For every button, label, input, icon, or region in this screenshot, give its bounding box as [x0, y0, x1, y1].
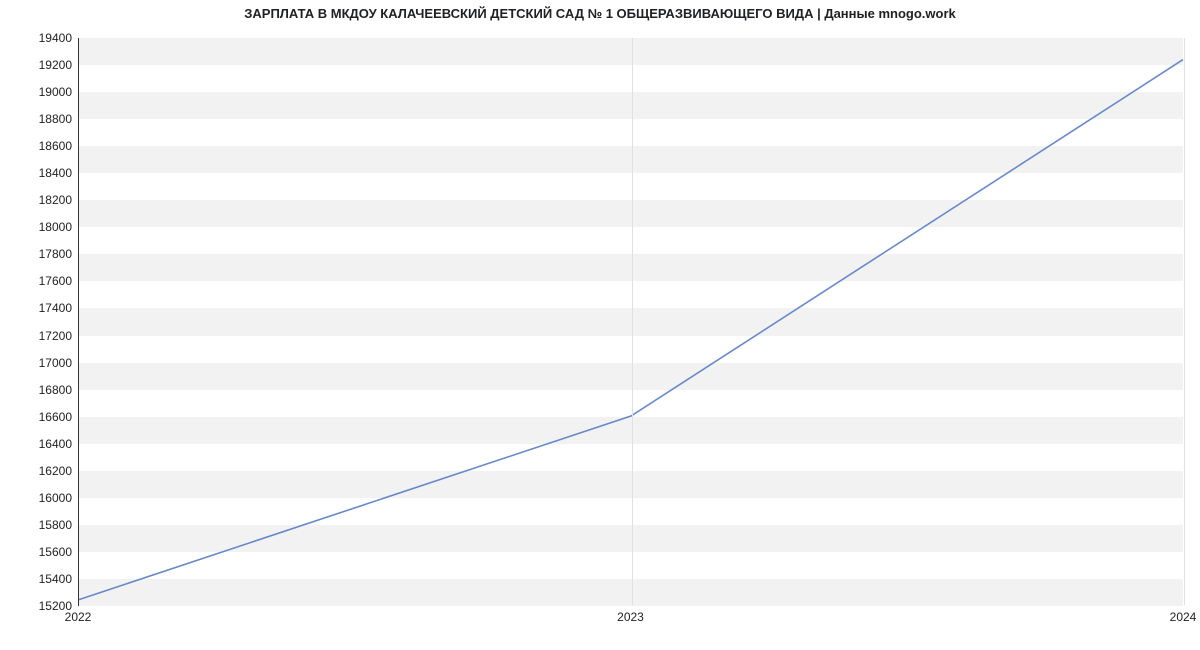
- y-tick-label: 18200: [2, 193, 72, 207]
- plot-area: [78, 38, 1183, 606]
- y-tick-label: 19400: [2, 31, 72, 45]
- salary-chart: ЗАРПЛАТА В МКДОУ КАЛАЧЕЕВСКИЙ ДЕТСКИЙ СА…: [0, 0, 1200, 650]
- grid-vertical: [632, 38, 633, 605]
- y-tick-label: 16200: [2, 464, 72, 478]
- y-tick-label: 18000: [2, 220, 72, 234]
- y-tick-label: 17200: [2, 329, 72, 343]
- y-tick-label: 17600: [2, 274, 72, 288]
- y-tick-label: 17800: [2, 247, 72, 261]
- y-tick-label: 18800: [2, 112, 72, 126]
- y-tick-label: 15600: [2, 545, 72, 559]
- x-tick-label: 2024: [1170, 610, 1197, 624]
- y-tick-label: 16800: [2, 383, 72, 397]
- grid-vertical: [1184, 38, 1185, 605]
- y-tick-label: 16600: [2, 410, 72, 424]
- y-tick-label: 17400: [2, 301, 72, 315]
- y-tick-label: 15800: [2, 518, 72, 532]
- y-tick-label: 17000: [2, 356, 72, 370]
- x-tick-label: 2023: [617, 610, 644, 624]
- y-tick-label: 16000: [2, 491, 72, 505]
- y-tick-label: 19000: [2, 85, 72, 99]
- chart-title: ЗАРПЛАТА В МКДОУ КАЛАЧЕЕВСКИЙ ДЕТСКИЙ СА…: [0, 6, 1200, 21]
- x-tick-label: 2022: [65, 610, 92, 624]
- y-tick-label: 18400: [2, 166, 72, 180]
- y-tick-label: 15400: [2, 572, 72, 586]
- y-tick-label: 19200: [2, 58, 72, 72]
- y-tick-label: 16400: [2, 437, 72, 451]
- y-tick-label: 18600: [2, 139, 72, 153]
- y-tick-label: 15200: [2, 599, 72, 613]
